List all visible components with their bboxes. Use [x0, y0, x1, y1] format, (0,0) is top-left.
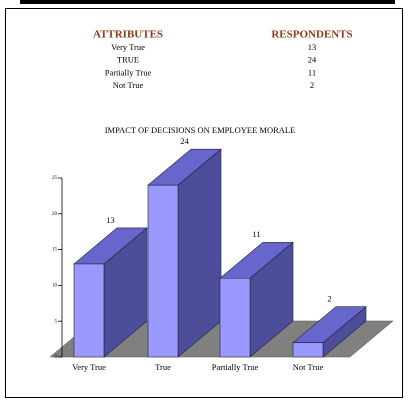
bar-front [73, 263, 105, 358]
bar-front [147, 184, 179, 358]
table-cell: 2 [310, 80, 314, 90]
value-label: 13 [106, 215, 115, 225]
value-label: 11 [252, 229, 260, 239]
x-tick-label: Partially True [212, 362, 259, 372]
chart-title: IMPACT OF DECISIONS ON EMPLOYEE MORALE [105, 125, 296, 135]
value-label: 24 [180, 136, 189, 146]
bar [292, 306, 367, 358]
y-tick-label: 25 [52, 176, 58, 181]
table-cell: Not True [113, 80, 144, 90]
x-tick-label: True [155, 362, 171, 372]
bar-side [177, 148, 222, 358]
x-tick-label: Not True [293, 362, 324, 372]
y-tick-label: 20 [52, 212, 58, 217]
cut-off-header [20, 0, 395, 4]
y-tick-label: 5 [55, 319, 58, 324]
table-cell: Very True [111, 42, 145, 52]
bar [147, 148, 222, 358]
bar-front [292, 342, 324, 358]
table-cell: 11 [308, 67, 316, 77]
value-label: 2 [327, 294, 331, 304]
y-tick-label: 15 [52, 248, 58, 253]
bar [73, 227, 148, 358]
table-cell: 13 [308, 42, 317, 52]
table-cell: Partially True [105, 67, 152, 77]
bar [219, 241, 294, 358]
bar-front [219, 277, 251, 358]
y-tick-label: 0 [55, 355, 58, 360]
x-tick-label: Very True [72, 362, 106, 372]
page-frame [5, 8, 403, 398]
table-cell: 24 [308, 55, 317, 65]
y-tick-label: 10 [52, 284, 58, 289]
table-header: RESPONDENTS [271, 29, 352, 41]
table-cell: TRUE [117, 55, 139, 65]
table-header: ATTRIBUTES [93, 29, 163, 41]
